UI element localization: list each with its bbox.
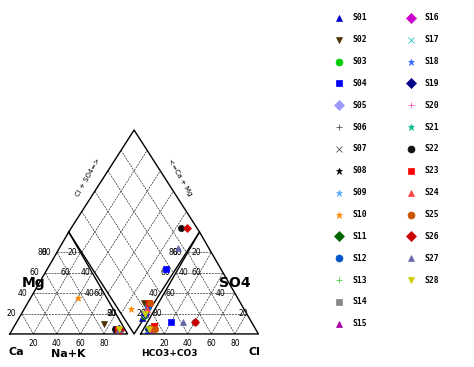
Text: 60: 60 bbox=[206, 339, 216, 348]
Text: 60: 60 bbox=[93, 289, 103, 298]
Text: 40: 40 bbox=[183, 339, 192, 348]
Text: 80: 80 bbox=[107, 309, 116, 318]
FancyBboxPatch shape bbox=[323, 4, 471, 363]
Text: S04: S04 bbox=[352, 79, 367, 88]
Text: S14: S14 bbox=[352, 297, 367, 306]
Text: 60: 60 bbox=[160, 268, 170, 277]
Text: S13: S13 bbox=[352, 276, 367, 284]
Text: S28: S28 bbox=[424, 276, 439, 284]
Text: 20: 20 bbox=[6, 309, 16, 318]
Text: 20: 20 bbox=[239, 309, 248, 318]
Text: 20: 20 bbox=[108, 309, 118, 318]
Text: 20: 20 bbox=[67, 248, 77, 257]
Text: S26: S26 bbox=[424, 232, 439, 241]
Text: 60: 60 bbox=[61, 268, 71, 277]
Text: 20: 20 bbox=[159, 339, 169, 348]
Text: 80: 80 bbox=[37, 248, 47, 257]
Text: 40: 40 bbox=[215, 289, 225, 298]
Text: S15: S15 bbox=[352, 319, 367, 328]
Text: 40: 40 bbox=[80, 268, 90, 277]
Text: 80: 80 bbox=[152, 309, 162, 318]
Text: S05: S05 bbox=[352, 101, 367, 110]
Text: 40: 40 bbox=[148, 289, 158, 298]
Text: S10: S10 bbox=[352, 210, 367, 219]
Text: 80: 80 bbox=[230, 339, 240, 348]
Text: 80: 80 bbox=[41, 248, 51, 257]
Text: 80: 80 bbox=[172, 248, 182, 257]
Text: 20: 20 bbox=[28, 339, 38, 348]
Text: S18: S18 bbox=[424, 57, 439, 66]
Text: S08: S08 bbox=[352, 166, 367, 175]
Text: S19: S19 bbox=[424, 79, 439, 88]
Text: S06: S06 bbox=[352, 123, 367, 132]
Text: S22: S22 bbox=[424, 145, 439, 153]
Text: 60: 60 bbox=[191, 268, 201, 277]
Text: Mg: Mg bbox=[21, 276, 45, 290]
Text: 80: 80 bbox=[168, 248, 178, 257]
Text: HCO3+CO3: HCO3+CO3 bbox=[141, 349, 197, 358]
Text: SO4: SO4 bbox=[219, 276, 251, 290]
Text: <=Ca + Mg: <=Ca + Mg bbox=[167, 158, 193, 197]
Text: S27: S27 bbox=[424, 254, 439, 263]
Text: 20: 20 bbox=[191, 248, 201, 257]
Text: 60: 60 bbox=[29, 268, 39, 277]
Text: 60: 60 bbox=[75, 339, 85, 348]
Text: S21: S21 bbox=[424, 123, 439, 132]
Text: 60: 60 bbox=[165, 289, 175, 298]
Text: 20: 20 bbox=[137, 309, 146, 318]
Text: Na+K: Na+K bbox=[52, 349, 86, 359]
Text: S11: S11 bbox=[352, 232, 367, 241]
Text: 40: 40 bbox=[84, 289, 94, 298]
Text: 40: 40 bbox=[178, 268, 188, 277]
Text: S07: S07 bbox=[352, 145, 367, 153]
Text: 40: 40 bbox=[52, 339, 62, 348]
Text: 80: 80 bbox=[99, 339, 109, 348]
Text: Cl + SO4=>: Cl + SO4=> bbox=[75, 157, 101, 198]
Text: Ca: Ca bbox=[8, 347, 24, 357]
Text: Cl: Cl bbox=[248, 347, 260, 357]
Text: S25: S25 bbox=[424, 210, 439, 219]
Text: S09: S09 bbox=[352, 188, 367, 197]
Text: S16: S16 bbox=[424, 14, 439, 22]
Text: S23: S23 bbox=[424, 166, 439, 175]
Text: S03: S03 bbox=[352, 57, 367, 66]
Text: S20: S20 bbox=[424, 101, 439, 110]
Text: S24: S24 bbox=[424, 188, 439, 197]
Text: 40: 40 bbox=[18, 289, 27, 298]
Text: S12: S12 bbox=[352, 254, 367, 263]
Text: S17: S17 bbox=[424, 35, 439, 44]
Text: S02: S02 bbox=[352, 35, 367, 44]
Text: S01: S01 bbox=[352, 14, 367, 22]
